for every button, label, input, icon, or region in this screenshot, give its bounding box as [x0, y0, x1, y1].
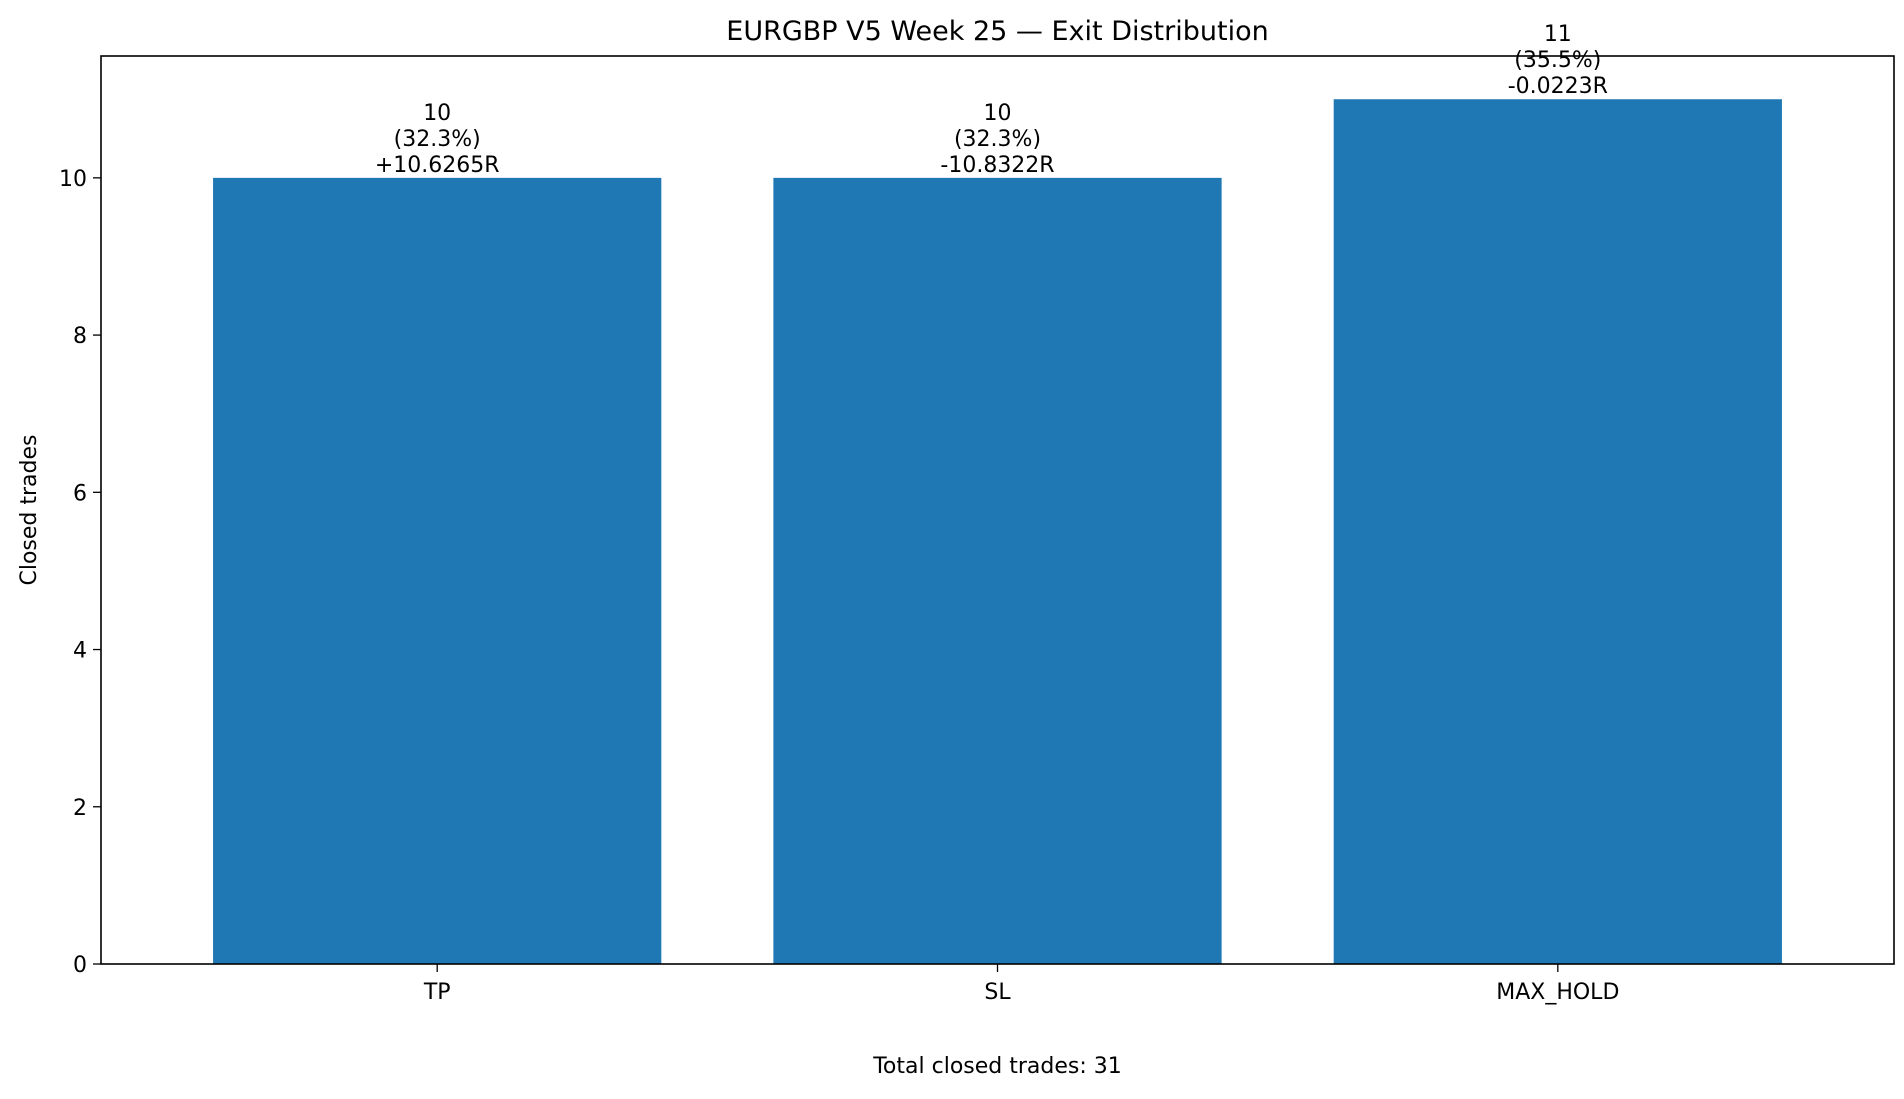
bar-data-label: 11	[1544, 22, 1572, 47]
bar-data-label: (35.5%)	[1514, 48, 1601, 73]
y-tick-label: 6	[73, 481, 87, 506]
bar-data-label: -0.0223R	[1508, 74, 1608, 99]
x-tick-label: SL	[984, 980, 1011, 1005]
bars-layer	[213, 99, 1782, 965]
chart-title: EURGBP V5 Week 25 — Exit Distribution	[726, 16, 1268, 47]
bar-data-label: 10	[423, 101, 451, 126]
y-tick-label: 0	[73, 953, 87, 978]
plot-frame	[100, 55, 1895, 965]
y-tick-label: 2	[73, 796, 87, 821]
total-closed-trades-note: Total closed trades: 31	[872, 1054, 1122, 1079]
y-axis-label: Closed trades	[17, 434, 42, 585]
bar-data-label: (32.3%)	[394, 127, 481, 152]
y-tick-label: 10	[59, 167, 87, 192]
y-tick-label: 4	[73, 639, 87, 664]
bar-data-label: 10	[984, 101, 1012, 126]
bar-data-labels: 10(32.3%)+10.6265R10(32.3%)-10.8322R11(3…	[375, 22, 1608, 178]
bar-tp	[213, 177, 662, 965]
x-tick-label: TP	[423, 980, 451, 1005]
bar-max-hold	[1333, 99, 1782, 964]
y-tick-label: 8	[73, 324, 87, 349]
x-tick-label: MAX_HOLD	[1496, 980, 1619, 1005]
bar-data-label: -10.8322R	[940, 153, 1054, 178]
bar-data-label: (32.3%)	[954, 127, 1041, 152]
bar-sl	[773, 177, 1222, 965]
bar-data-label: +10.6265R	[375, 153, 500, 178]
y-ticks: 0 2 4 6 8 10	[59, 167, 101, 978]
x-ticks: TP SL MAX_HOLD	[423, 964, 1619, 1005]
